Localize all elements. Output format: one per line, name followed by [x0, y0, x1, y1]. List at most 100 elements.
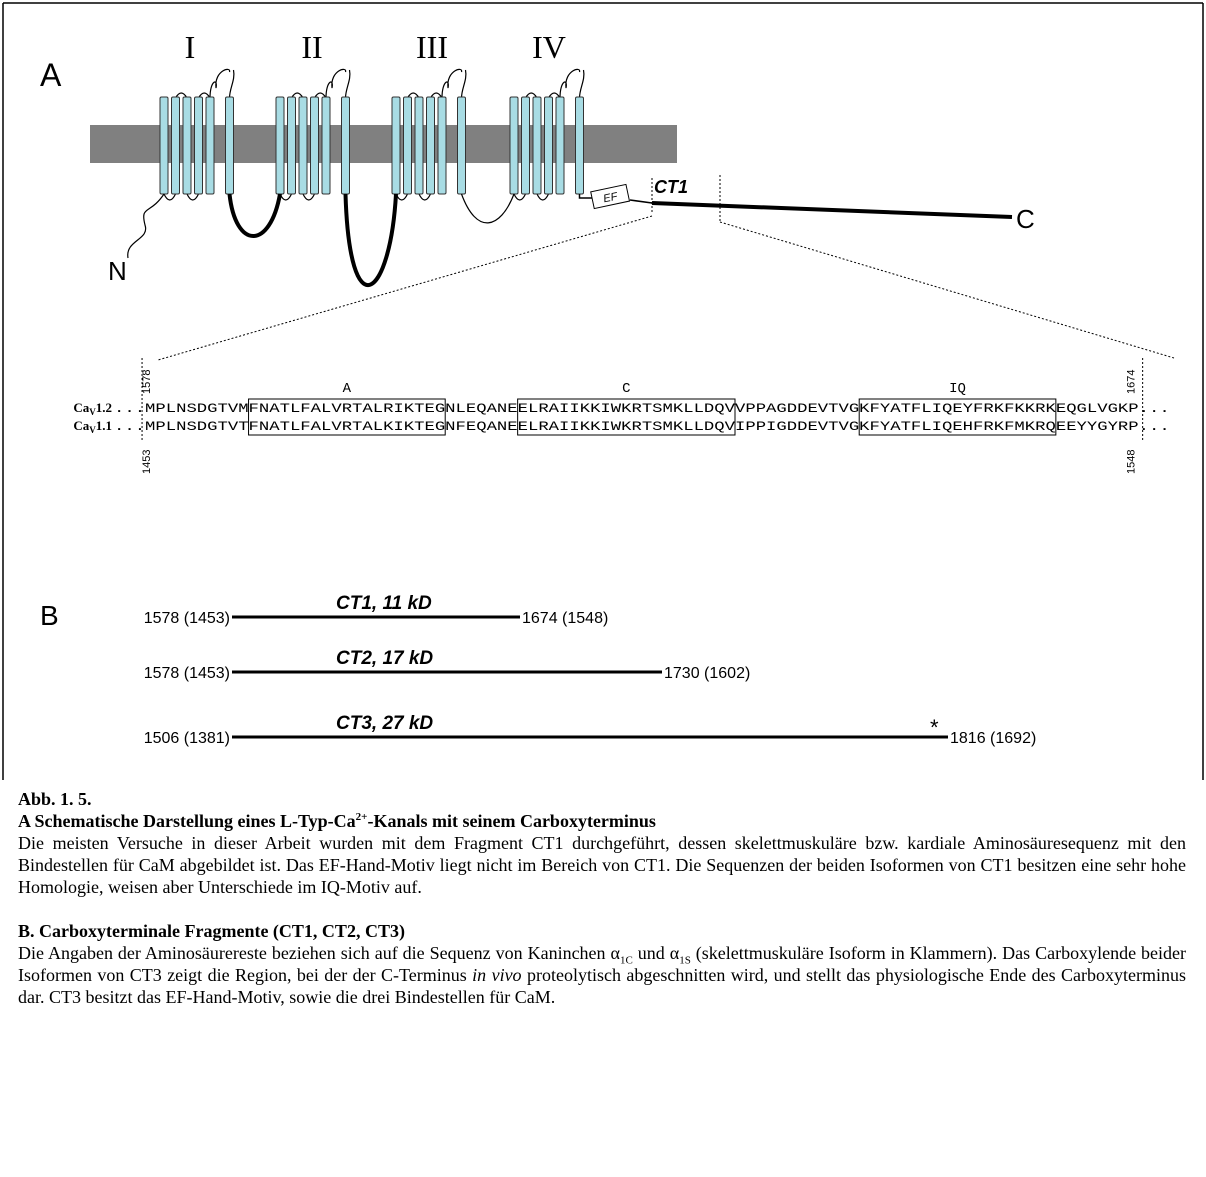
- residue-number: 1548: [1126, 450, 1138, 474]
- panel-label: A: [40, 57, 62, 93]
- fragment-end: 1816 (1692): [950, 730, 1036, 747]
- sequence-label: CaV1.2: [73, 400, 112, 417]
- helix: [160, 97, 168, 194]
- fragment-start: 1578 (1453): [144, 665, 230, 682]
- helix: [342, 97, 350, 194]
- helix: [556, 97, 564, 194]
- sequence-label: CaV1.1: [73, 418, 112, 435]
- loop: [187, 194, 199, 200]
- helix: [510, 97, 518, 194]
- helix: [458, 97, 466, 194]
- helix: [427, 97, 435, 194]
- fragment-label: CT1: [654, 177, 688, 197]
- loop: [537, 194, 549, 200]
- fragment-marker: *: [930, 715, 939, 740]
- domain-label: II: [301, 29, 322, 65]
- sequence-segment: NFEQANE: [445, 419, 518, 434]
- domain-label: I: [185, 29, 196, 65]
- residue-number: 1453: [141, 450, 153, 474]
- helix: [322, 97, 330, 194]
- zoom-line: [720, 222, 1174, 358]
- fragment-end: 1730 (1602): [664, 665, 750, 682]
- sequence-segment: EEYYGYRP...: [1056, 419, 1170, 434]
- sequence-segment: FNATLFALVRTALKIKTEG: [249, 419, 446, 434]
- helix: [226, 97, 234, 194]
- sequence-segment: VPPAGDDEVTVG: [735, 401, 859, 416]
- motif-label: IQ: [949, 381, 966, 397]
- sequence-segment: NLEQANE: [445, 401, 518, 416]
- loop: [514, 194, 526, 200]
- helix: [195, 97, 203, 194]
- caption-a-body: Die meisten Versuche in dieser Arbeit wu…: [18, 832, 1186, 898]
- sequence-segment: ELRAIIKKIWKRTSMKLLDQV: [518, 419, 736, 434]
- helix: [576, 97, 584, 194]
- pore-loop: [210, 69, 234, 98]
- residue-number: 1578: [141, 370, 153, 394]
- helix: [183, 97, 191, 194]
- pore-loop: [442, 69, 466, 98]
- loop-iii-iv: [462, 194, 515, 223]
- helix: [533, 97, 541, 194]
- loop-i-ii: [230, 194, 281, 236]
- sequence-segment: EQGLVGKP...: [1056, 401, 1170, 416]
- fragment-start: 1578 (1453): [144, 610, 230, 627]
- helix: [288, 97, 296, 194]
- fragment-name: CT3, 27 kD: [336, 713, 433, 734]
- motif-label: A: [343, 381, 352, 397]
- pore-loop: [326, 69, 350, 98]
- text: A Schematische Darstellung eines L-Typ-C…: [18, 811, 356, 831]
- helix: [299, 97, 307, 194]
- caption-a-title: A Schematische Darstellung eines L-Typ-C…: [18, 810, 1186, 832]
- loop: [419, 194, 431, 200]
- helix: [172, 97, 180, 194]
- text: und: [633, 943, 670, 963]
- sequence-segment: KFYATFLIQEHFRKFMKRQ: [859, 419, 1056, 434]
- superscript: 2+: [356, 811, 368, 823]
- sequence-segment: ...MPLNSDGTVT: [114, 419, 249, 434]
- sequence-segment: KFYATFLIQEYFRKFKKRK: [859, 401, 1056, 416]
- text: -Kanals mit seinem Carboxyterminus: [367, 811, 655, 831]
- sequence-label-part: 1.2: [96, 400, 112, 415]
- c-terminus-label: C: [1016, 204, 1035, 234]
- domain-label: III: [416, 29, 448, 65]
- motif-label: C: [622, 381, 630, 397]
- helix: [206, 97, 214, 194]
- fragment-name: CT1, 11 kD: [336, 593, 432, 614]
- sequence-label-part: Ca: [73, 418, 89, 433]
- n-terminus-label: N: [108, 256, 127, 286]
- caption-b-title: B. Carboxyterminale Fragmente (CT1, CT2,…: [18, 920, 1186, 942]
- residue-number: 1674: [1126, 370, 1138, 394]
- loop: [303, 194, 315, 200]
- fragment-start: 1506 (1381): [144, 730, 230, 747]
- symbol: α: [670, 943, 679, 963]
- n-terminus: [128, 194, 164, 258]
- helix: [415, 97, 423, 194]
- c-terminus: [652, 203, 1012, 217]
- caption-b-body: Die Angaben der Aminosäurereste beziehen…: [18, 942, 1186, 1008]
- helix: [545, 97, 553, 194]
- helix: [392, 97, 400, 194]
- figure-number: Abb. 1. 5.: [18, 788, 1186, 810]
- panel-label: B: [40, 600, 59, 631]
- sequence-segment: IPPIGDDEVTVG: [735, 419, 859, 434]
- page: A C N CT1 B IIIIIIIVEFCaV1.2...MPLNSDGTV…: [0, 0, 1206, 1177]
- domain-label: IV: [532, 29, 566, 65]
- sequence-label-part: 1.1: [96, 418, 112, 433]
- fragment-name: CT2, 17 kD: [336, 648, 433, 669]
- italic-text: in vivo: [472, 965, 521, 985]
- caption: Abb. 1. 5. A Schematische Darstellung ei…: [18, 788, 1186, 1008]
- sequence-segment: FNATLFALVRTALRIKTEG: [249, 401, 446, 416]
- pore-loop: [560, 69, 584, 98]
- sequence-segment: ...MPLNSDGTVM: [114, 401, 249, 416]
- sequence-label-part: Ca: [73, 400, 89, 415]
- sequence-segment: ELRAIIKKIWKRTSMKLLDQV: [518, 401, 736, 416]
- symbol: α: [611, 943, 620, 963]
- helix: [276, 97, 284, 194]
- helix: [311, 97, 319, 194]
- fragment-end: 1674 (1548): [522, 610, 608, 627]
- loop: [164, 194, 176, 200]
- zoom-line: [158, 216, 652, 360]
- helix: [438, 97, 446, 194]
- helix: [404, 97, 412, 194]
